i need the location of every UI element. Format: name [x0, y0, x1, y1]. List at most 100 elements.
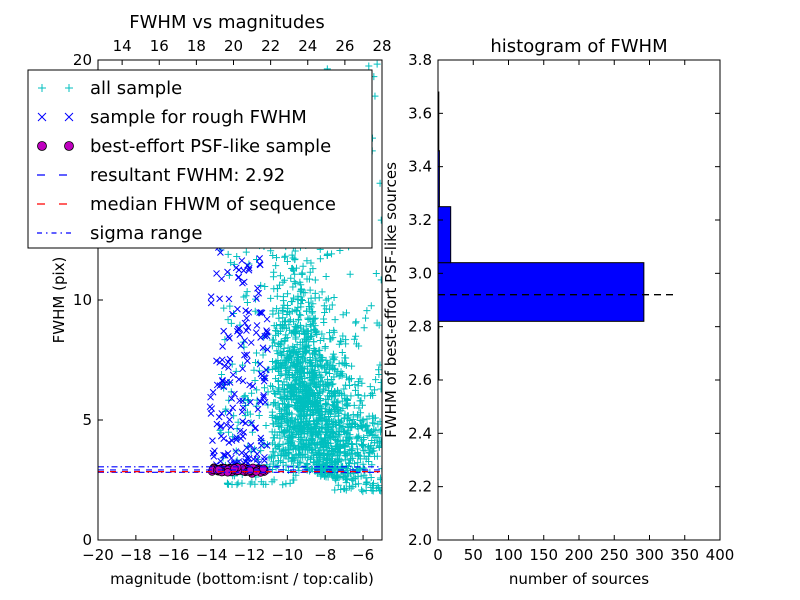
- all-sample-point: [340, 485, 348, 493]
- right-xtick-label: 350: [670, 546, 699, 564]
- all-sample-point: [318, 373, 326, 381]
- all-sample-point: [300, 369, 308, 377]
- all-sample-point: [291, 247, 299, 255]
- all-sample-point: [342, 360, 350, 368]
- all-sample-point: [282, 451, 290, 459]
- all-sample-point: [328, 391, 336, 399]
- all-sample-point: [377, 385, 382, 393]
- all-sample-point: [327, 335, 335, 343]
- all-sample-point: [279, 306, 287, 314]
- all-sample-point: [339, 311, 347, 319]
- all-sample-point: [298, 270, 306, 278]
- legend-plus-marker: [38, 84, 46, 92]
- all-sample-point: [343, 475, 351, 483]
- all-sample-point: [224, 316, 232, 324]
- all-sample-point: [226, 302, 234, 310]
- all-sample-point: [296, 338, 304, 346]
- all-sample-point: [340, 415, 348, 423]
- all-sample-point: [222, 405, 230, 413]
- all-sample-point: [279, 481, 287, 489]
- all-sample-point: [289, 283, 297, 291]
- all-sample-point: [376, 474, 382, 482]
- all-sample-point: [323, 361, 331, 369]
- all-sample-point: [311, 396, 319, 404]
- all-sample-point: [336, 337, 344, 345]
- all-sample-point: [253, 386, 261, 394]
- all-sample-point: [346, 270, 354, 278]
- all-sample-point: [272, 254, 280, 262]
- all-sample-point: [370, 432, 378, 440]
- all-sample-point: [248, 428, 256, 436]
- all-sample-point: [330, 293, 338, 301]
- rough-fwhm-point: [256, 254, 263, 262]
- all-sample-point: [306, 286, 314, 294]
- all-sample-point: [348, 424, 356, 432]
- left-xtick-label: −14: [196, 546, 228, 564]
- all-sample-point: [354, 434, 362, 442]
- all-sample-point: [314, 392, 322, 400]
- all-sample-point: [297, 425, 305, 433]
- all-sample-point: [278, 370, 286, 378]
- all-sample-point: [279, 413, 287, 421]
- all-sample-point: [252, 402, 260, 410]
- all-sample-point: [220, 304, 228, 312]
- all-sample-point: [278, 394, 286, 402]
- all-sample-point: [269, 307, 277, 315]
- all-sample-point: [257, 447, 265, 455]
- all-sample-point: [311, 289, 319, 297]
- right-ytick-label: 2.0: [408, 531, 432, 549]
- left-xtick-label: −20: [82, 546, 114, 564]
- all-sample-point: [329, 355, 337, 363]
- all-sample-point: [270, 399, 278, 407]
- all-sample-point: [359, 447, 367, 455]
- all-sample-point: [227, 388, 235, 396]
- rough-fwhm-point: [235, 325, 243, 332]
- rough-fwhm-point: [209, 449, 217, 457]
- all-sample-point: [288, 251, 296, 259]
- left-xtick-label: −10: [272, 546, 304, 564]
- all-sample-point: [325, 406, 333, 414]
- all-sample-point: [359, 416, 367, 424]
- all-sample-point: [280, 386, 288, 394]
- rough-fwhm-point: [244, 357, 251, 365]
- all-sample-point: [325, 419, 333, 427]
- rough-fwhm-point: [217, 249, 224, 256]
- all-sample-point: [251, 307, 259, 315]
- all-sample-point: [336, 418, 344, 426]
- all-sample-point: [298, 380, 306, 388]
- all-sample-point: [324, 442, 332, 450]
- all-sample-point: [283, 257, 291, 265]
- all-sample-point: [275, 445, 283, 453]
- all-sample-point: [355, 342, 363, 350]
- rough-fwhm-point: [245, 264, 253, 272]
- all-sample-point: [351, 381, 359, 389]
- left-ytick-label: 20: [73, 51, 92, 69]
- rough-fwhm-point: [236, 331, 244, 338]
- rough-fwhm-point: [240, 278, 248, 286]
- right-histogram-panel: 0 50 100 150 200 250 300 350 400 2.0 2.2 2.4 2.6 2.8 3…: [382, 36, 734, 588]
- all-sample-point: [278, 352, 286, 360]
- rough-fwhm-point: [236, 427, 244, 435]
- all-sample-point: [284, 440, 292, 448]
- all-sample-point: [293, 323, 301, 331]
- rough-fwhm-point: [260, 391, 268, 399]
- left-top-tick-label: 20: [224, 37, 243, 55]
- all-sample-point: [289, 267, 297, 275]
- right-xtick-label: 50: [464, 546, 483, 564]
- all-sample-point: [277, 338, 285, 346]
- left-ytick-label: 5: [82, 411, 92, 429]
- right-axis-ticks: 0 50 100 150 200 250 300 350 400 2.0 2.2 2.4 2.6 2.8 3…: [408, 51, 734, 564]
- all-sample-point: [323, 392, 331, 400]
- all-sample-point: [346, 431, 354, 439]
- all-sample-point: [361, 392, 369, 400]
- all-sample-point: [341, 475, 349, 483]
- all-sample-point: [325, 382, 333, 390]
- all-sample-point: [220, 384, 228, 392]
- legend-entry: all sample: [38, 78, 182, 99]
- legend-x-marker: [37, 112, 47, 122]
- all-sample-point: [292, 279, 300, 287]
- rough-fwhm-point: [241, 337, 249, 344]
- rough-fwhm-point: [250, 455, 257, 463]
- rough-fwhm-point: [247, 339, 255, 346]
- rough-fwhm-point: [237, 435, 245, 442]
